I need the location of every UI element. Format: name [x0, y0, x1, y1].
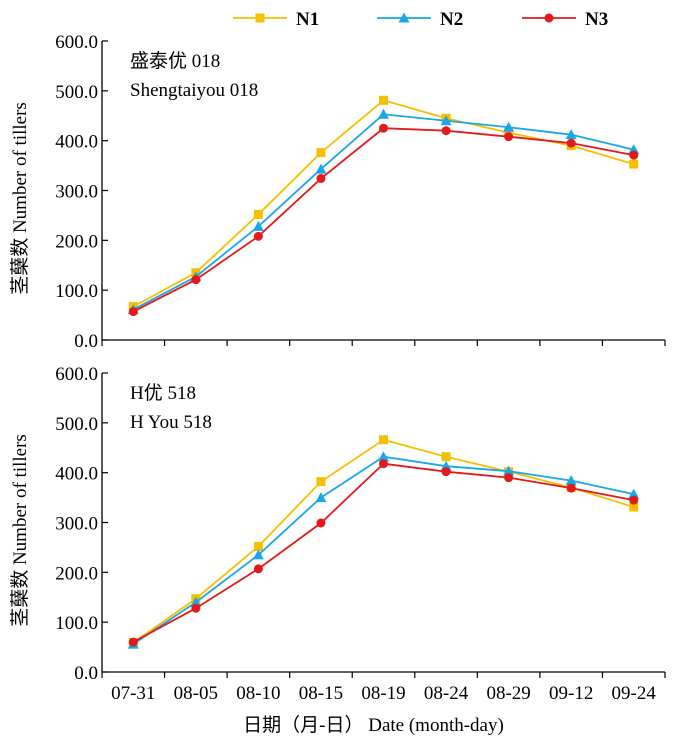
panel-top-series-N1-point: [253, 209, 263, 219]
panel-bottom-series-N3-point: [316, 518, 326, 528]
panel-top-series-N3-point: [441, 126, 451, 136]
panel-top-y-tick-label: 600.0: [55, 32, 98, 53]
panel-bottom-series-N1-point: [253, 541, 263, 551]
panel-bottom-series-N2-point: [503, 465, 515, 476]
panel-bottom-y-axis-title: 茎蘖数 Number of tillers: [9, 434, 31, 627]
panel-top-series-N1-point: [379, 95, 388, 105]
panel-bottom-x-tick-label: 08-19: [361, 683, 405, 704]
legend-N2-marker: [398, 12, 410, 23]
panel-bottom-series-N3-point: [379, 459, 388, 469]
panel-top-series-N2-point: [252, 220, 264, 231]
panel-bottom-y-tick-label: 300.0: [55, 514, 98, 535]
panel-top-series-N2-point: [440, 115, 452, 126]
panel-top-series-N1-point: [316, 148, 326, 158]
panel-top-y-axis-title: 茎蘖数 Number of tillers: [9, 102, 31, 295]
panel-bottom-series-N1-point: [441, 452, 451, 462]
panel-bottom-x-tick-label: 09-12: [549, 683, 593, 704]
panel-bottom-series-N2-point: [378, 451, 389, 462]
panel-bottom-series-N2-point: [252, 549, 264, 560]
panel-bottom-series-N3-point: [629, 495, 639, 505]
panel-bottom-series-N2-point: [565, 475, 577, 486]
panel-top-series-N3-point: [566, 138, 576, 148]
panel-bottom-x-tick-label: 07-31: [111, 683, 155, 704]
panel-top-y-tick-label: 0.0: [74, 331, 98, 352]
panel-bottom-series-N2-point: [190, 596, 202, 607]
panel-bottom-x-tick-label: 08-10: [236, 683, 280, 704]
panel-top-annotation-en: Shengtaiyou 018: [130, 80, 258, 101]
panel-bottom-y-tick-label: 500.0: [55, 414, 98, 435]
panel-top-annotation-cn: 盛泰优 018: [130, 50, 220, 72]
panel-bottom-annotation-cn: H优 518: [130, 382, 196, 404]
panel-top-y-tick-label: 400.0: [55, 132, 98, 153]
panel-top-series-N3-point: [629, 150, 639, 160]
panel-top-series-N2-point: [503, 121, 515, 132]
panel-bottom-series-N3-point: [128, 637, 138, 647]
panel-bottom-series-N1-point: [629, 502, 639, 512]
legend-N1-label: N1: [296, 9, 319, 30]
x-axis-title: 日期（月-日） Date (month-day): [243, 714, 504, 736]
panel-bottom-y-tick-label: 100.0: [55, 613, 98, 634]
panel-top-series-N3-line: [132, 127, 634, 313]
panel-bottom-y-tick-label: 0.0: [74, 663, 98, 684]
panel-top-series-N1-point: [629, 159, 639, 169]
panel-bottom-series-N3-point: [191, 603, 201, 613]
panel-bottom-series-N3-point: [441, 467, 451, 477]
panel-top-series-N3-point: [191, 275, 201, 285]
legend-N1-marker: [255, 13, 265, 23]
panel-top-y-tick-label: 200.0: [55, 231, 98, 252]
panel-top-y-tick-label: 500.0: [55, 82, 98, 103]
panel-bottom-x-tick-label: 08-15: [299, 683, 343, 704]
panel-bottom-x-tick-label: 09-24: [612, 683, 657, 704]
panel-bottom-series-N3-line: [132, 462, 634, 643]
panel-bottom-y-tick-label: 200.0: [55, 563, 98, 584]
panel-bottom-x-tick-label: 08-29: [486, 683, 530, 704]
panel-bottom-y-tick-label: 600.0: [55, 364, 98, 385]
panel-bottom-annotation-en: H You 518: [130, 412, 212, 433]
panel-top-series-N2-point: [565, 129, 577, 140]
panel-top-series-N2-point: [378, 108, 389, 119]
panel-bottom-series-N1-line: [132, 438, 634, 644]
legend-N3-label: N3: [585, 9, 608, 30]
panel-bottom-series-N3-point: [504, 473, 514, 483]
panel-top-y-tick-label: 100.0: [55, 281, 98, 302]
panel-bottom-x-tick-label: 08-05: [174, 683, 218, 704]
panel-bottom-series-N2-point: [628, 488, 640, 499]
panel-bottom-series-N3-point: [566, 483, 576, 493]
panel-bottom-y-tick-label: 400.0: [55, 464, 98, 485]
panel-top-series-N2-point: [315, 163, 327, 174]
panel-bottom-series-N2-point: [315, 492, 327, 503]
panel-top-y-tick-label: 300.0: [55, 182, 98, 203]
panel-bottom-series-N1-point: [379, 435, 388, 445]
panel-bottom-x-tick-label: 08-24: [424, 683, 469, 704]
panel-top-series-N3-point: [128, 307, 138, 317]
panel-top-series-N3-point: [379, 123, 388, 133]
panel-top-series-N3-point: [316, 174, 326, 184]
panel-bottom-series-N1-point: [316, 477, 326, 487]
panel-top-series-N3-point: [504, 132, 514, 142]
panel-top-series-N3-point: [253, 231, 263, 241]
legend-N3-marker: [544, 13, 554, 23]
legend-N2-label: N2: [440, 9, 463, 30]
panel-bottom-series-N3-point: [253, 564, 263, 574]
